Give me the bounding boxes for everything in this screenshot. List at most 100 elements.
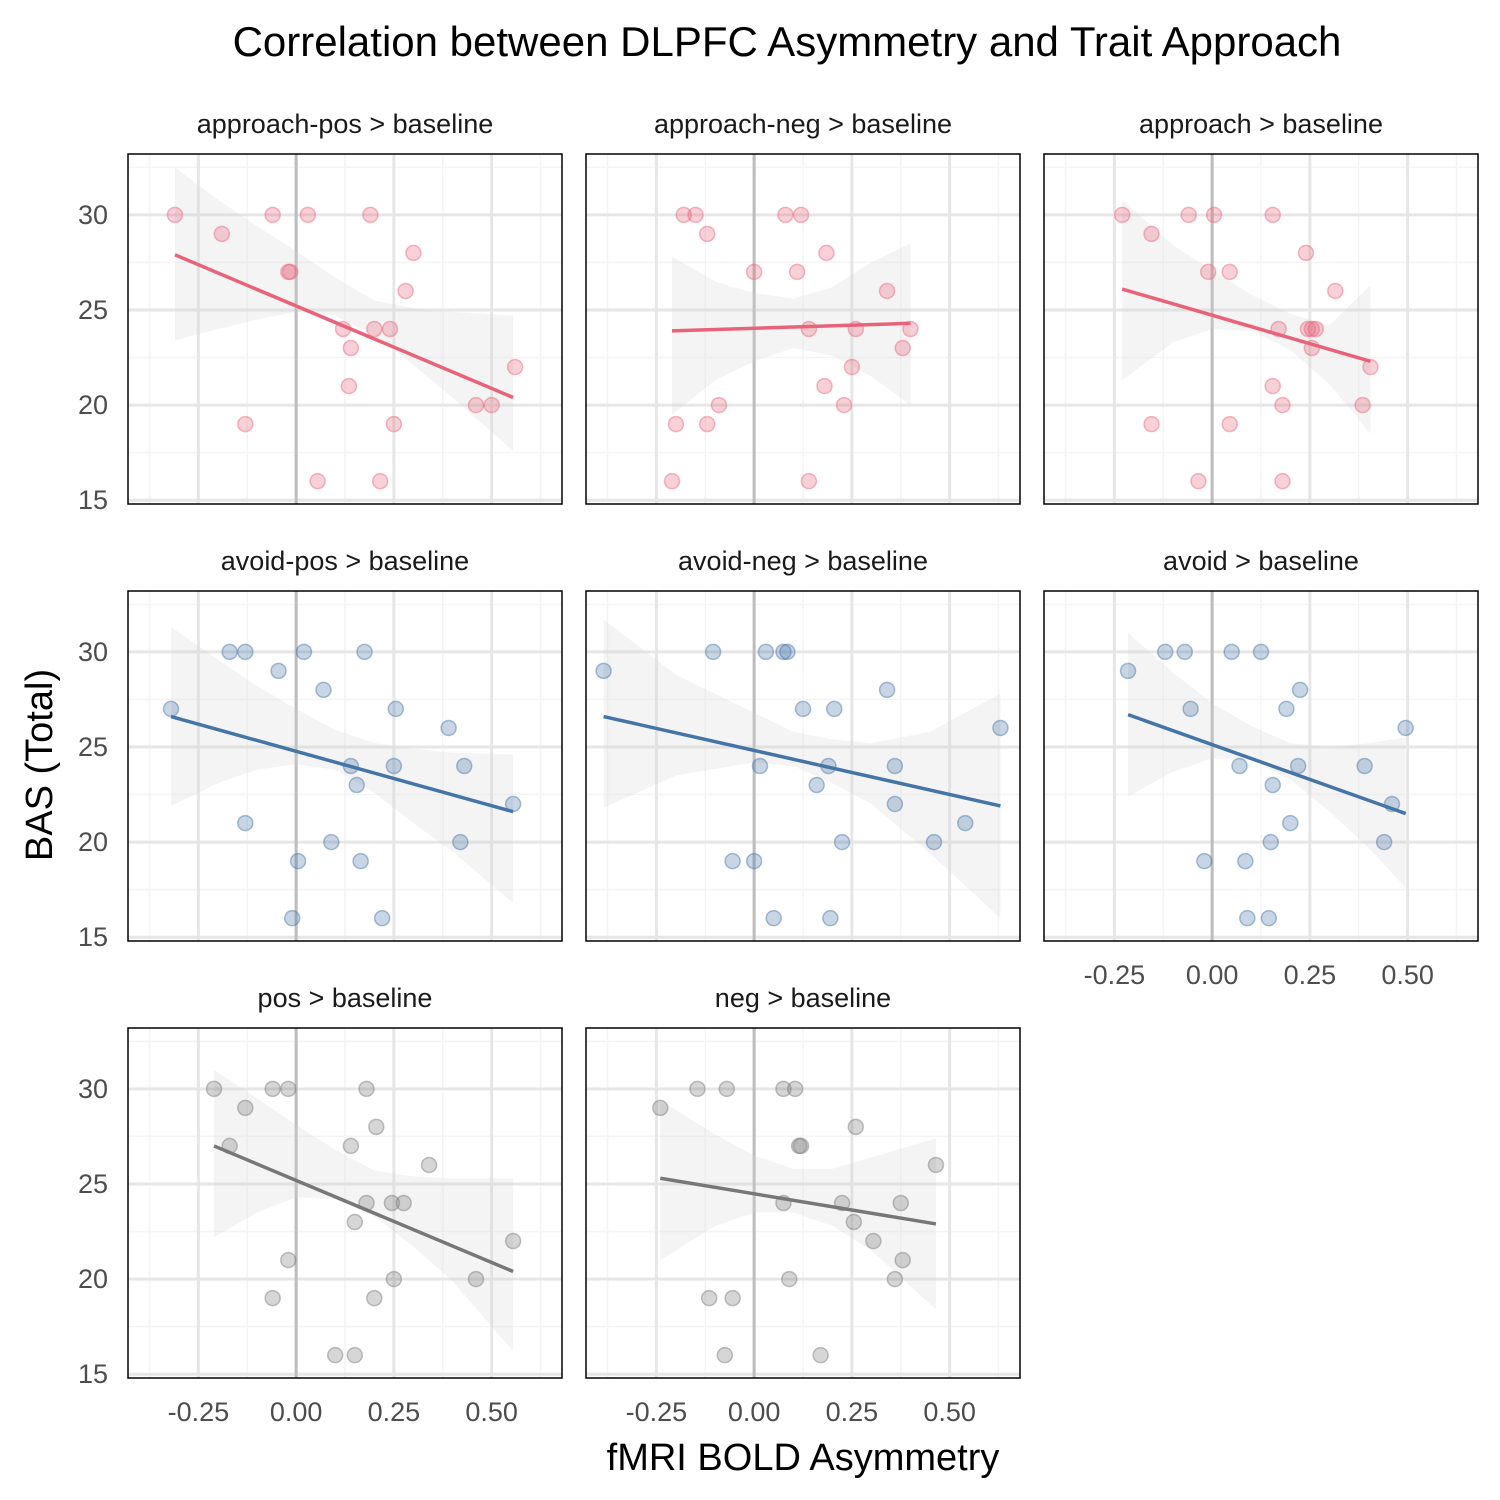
data-point [299, 206, 317, 224]
data-point [373, 909, 391, 927]
x-tick-label: 0.00 [270, 1397, 323, 1427]
data-point [675, 206, 692, 224]
data-point [289, 852, 307, 870]
data-point [371, 472, 389, 490]
panel: avoid-pos > baseline 15 20 25 30 [78, 546, 563, 952]
data-point [270, 662, 287, 680]
data-point [346, 1213, 364, 1231]
x-tick-label: 0.25 [826, 1397, 879, 1427]
data-point [878, 681, 896, 699]
data-point [213, 225, 231, 243]
x-axis-title: fMRI BOLD Asymmetry [607, 1437, 1000, 1479]
data-point [1264, 776, 1281, 794]
data-point [704, 643, 722, 661]
data-point [315, 681, 332, 699]
x-tick-label: 0.00 [1186, 960, 1239, 990]
y-tick-label: 20 [78, 827, 108, 857]
y-tick-label: 15 [78, 922, 108, 952]
data-point [1303, 320, 1321, 338]
data-point [1264, 377, 1281, 395]
data-point [1231, 757, 1248, 775]
regression-line [174, 253, 514, 400]
x-tick-label: -0.25 [1084, 960, 1146, 990]
data-point [506, 358, 524, 376]
data-point [886, 795, 904, 813]
data-point [348, 776, 365, 794]
chart-title: Correlation between DLPFC Asymmetry and … [233, 18, 1342, 65]
panel: neg > baseline -0.25 0.00 0.25 0.50 [585, 983, 1021, 1427]
data-point [504, 1232, 522, 1250]
data-point [925, 833, 943, 851]
data-point [1397, 719, 1414, 737]
y-tick-label: 15 [78, 485, 108, 515]
data-point [808, 776, 825, 794]
data-point [816, 377, 833, 395]
data-point [724, 1289, 741, 1307]
data-point [383, 1194, 401, 1212]
data-point [1375, 833, 1393, 851]
data-point [1274, 472, 1291, 490]
confidence-band [660, 1100, 936, 1310]
data-point [957, 814, 974, 832]
data-point [800, 320, 818, 338]
y-tick-label: 15 [78, 1359, 108, 1389]
panel: approach-neg > baseline [585, 109, 1021, 505]
data-point [295, 643, 313, 661]
data-point [745, 263, 763, 281]
confidence-band [174, 167, 514, 451]
data-point [385, 1270, 403, 1288]
data-point [397, 282, 414, 300]
data-point [786, 1080, 804, 1098]
panel-title: pos > baseline [258, 983, 433, 1013]
data-point [237, 415, 254, 433]
data-point [781, 1270, 798, 1288]
data-point [1180, 206, 1197, 224]
data-point [368, 1118, 385, 1136]
data-point [718, 1080, 736, 1098]
data-point [1278, 700, 1295, 718]
data-point [1289, 757, 1307, 775]
data-point [1190, 472, 1207, 490]
data-point [1260, 909, 1278, 927]
data-point [698, 225, 716, 243]
data-point [835, 396, 853, 414]
y-tick-label: 20 [78, 1264, 108, 1294]
data-point [687, 206, 704, 224]
data-point [420, 1156, 438, 1174]
data-point [843, 358, 861, 376]
panel-border [127, 1027, 563, 1379]
data-point [812, 1346, 829, 1364]
data-point [1199, 263, 1217, 281]
panels: approach-pos > baseline15202530approach-… [78, 109, 1479, 1427]
data-point [698, 415, 716, 433]
data-point [826, 700, 843, 718]
panel-border [1043, 590, 1479, 942]
data-point [1354, 396, 1371, 414]
data-point [765, 909, 782, 927]
data-point [886, 1270, 904, 1288]
data-point [595, 662, 612, 680]
data-point [323, 833, 340, 851]
data-point [775, 1080, 792, 1098]
panel-title: approach > baseline [1139, 109, 1383, 139]
data-point [221, 643, 238, 661]
data-point [440, 719, 457, 737]
data-point [847, 1118, 865, 1136]
data-point [689, 1080, 706, 1098]
data-point [264, 1289, 281, 1307]
data-point [886, 757, 904, 775]
data-point [237, 814, 254, 832]
data-point [346, 1346, 364, 1364]
data-point [1362, 358, 1379, 376]
panel: approach > baseline [1043, 109, 1479, 505]
data-point [385, 415, 403, 433]
data-point [264, 206, 281, 224]
x-tick-label: 0.50 [923, 1397, 976, 1427]
data-point [467, 1270, 485, 1288]
data-point [1113, 206, 1131, 224]
panel-title: approach-pos > baseline [197, 109, 493, 139]
data-point [1176, 643, 1194, 661]
data-point [700, 1289, 718, 1307]
data-point [1274, 396, 1291, 414]
